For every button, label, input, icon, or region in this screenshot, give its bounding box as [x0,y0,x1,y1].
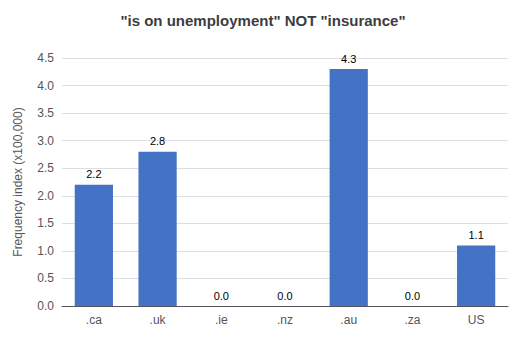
svg-text:1.0: 1.0 [37,244,54,258]
svg-text:0.5: 0.5 [37,271,54,285]
svg-text:2.2: 2.2 [86,168,101,180]
svg-text:0.0: 0.0 [405,290,420,302]
svg-text:.za: .za [404,313,420,327]
svg-text:.uk: .uk [150,313,167,327]
svg-text:4.3: 4.3 [341,53,356,65]
svg-text:4.0: 4.0 [37,79,54,93]
svg-text:0.0: 0.0 [37,299,54,313]
svg-text:4.5: 4.5 [37,51,54,65]
svg-text:3.5: 3.5 [37,106,54,120]
svg-text:Frequency index (x100,000): Frequency index (x100,000) [11,107,25,256]
svg-text:.ca: .ca [86,313,102,327]
svg-text:1.1: 1.1 [468,229,483,241]
svg-text:.ie: .ie [215,313,228,327]
svg-text:0.0: 0.0 [214,290,229,302]
svg-text:2.0: 2.0 [37,189,54,203]
svg-text:US: US [468,313,485,327]
svg-text:2.8: 2.8 [150,135,165,147]
svg-text:"is on unemployment" NOT "insu: "is on unemployment" NOT "insurance" [120,12,405,29]
svg-text:2.5: 2.5 [37,161,54,175]
svg-text:.au: .au [340,313,357,327]
svg-text:3.0: 3.0 [37,134,54,148]
svg-text:.nz: .nz [277,313,293,327]
svg-text:1.5: 1.5 [37,216,54,230]
svg-text:0.0: 0.0 [277,290,292,302]
